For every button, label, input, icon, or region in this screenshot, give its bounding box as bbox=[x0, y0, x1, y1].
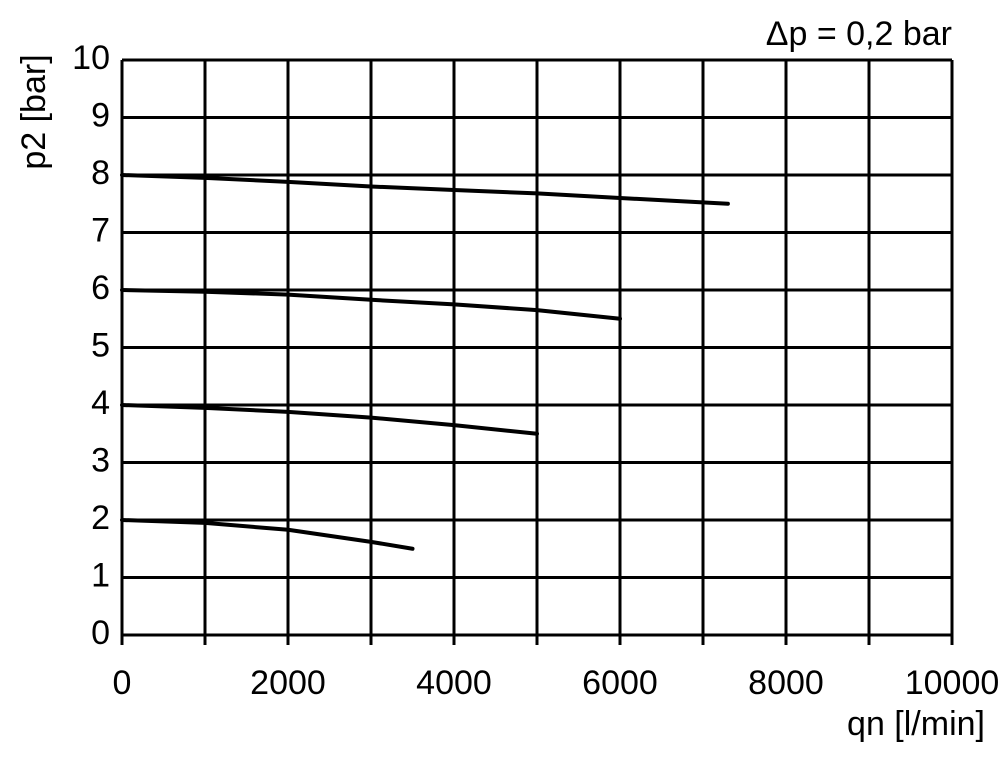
data-line bbox=[120, 173, 730, 206]
y-tick-label: 2 bbox=[91, 499, 110, 537]
x-axis-label: qn [l/min] bbox=[847, 705, 985, 743]
y-tick-label: 3 bbox=[91, 441, 110, 479]
y-tick-label: 10 bbox=[72, 39, 110, 77]
y-tick-label: 9 bbox=[91, 96, 110, 134]
data-line bbox=[120, 288, 622, 321]
x-tick-label: 0 bbox=[113, 664, 132, 702]
annotation: Δp = 0,2 bar bbox=[766, 15, 952, 53]
x-tick-label: 8000 bbox=[748, 664, 824, 702]
data-line bbox=[120, 518, 415, 551]
data-line bbox=[120, 403, 539, 436]
y-tick-label: 6 bbox=[91, 269, 110, 307]
y-tick-label: 1 bbox=[91, 556, 110, 594]
x-tick-label: 10000 bbox=[905, 664, 1000, 702]
y-tick-label: 7 bbox=[91, 211, 110, 249]
x-tick-label: 4000 bbox=[416, 664, 492, 702]
y-tick-label: 0 bbox=[91, 614, 110, 652]
y-tick-label: 8 bbox=[91, 154, 110, 192]
x-tick-label: 2000 bbox=[250, 664, 326, 702]
x-tick-label: 6000 bbox=[582, 664, 658, 702]
y-tick-label: 4 bbox=[91, 384, 110, 422]
y-axis-label: p2 [bar] bbox=[15, 54, 53, 169]
y-tick-label: 5 bbox=[91, 326, 110, 364]
